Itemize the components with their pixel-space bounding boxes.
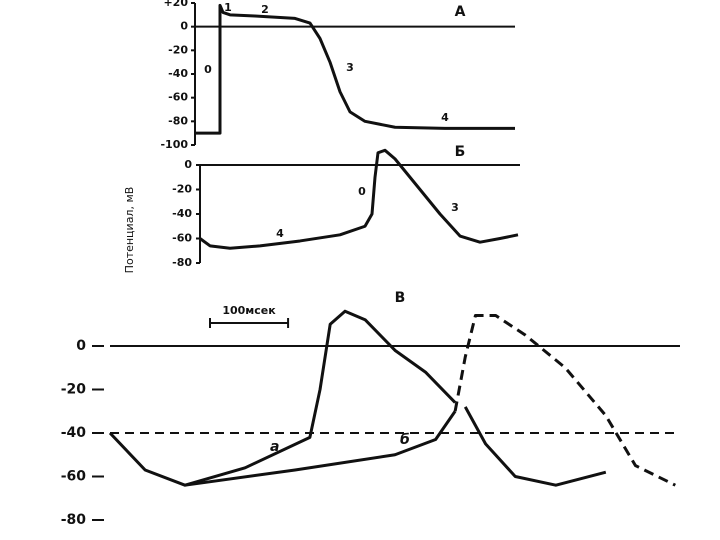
chart-title: Б — [455, 144, 466, 160]
y-tick-label: -60 — [61, 469, 87, 485]
y-tick-label: -60 — [168, 91, 188, 104]
curve-label: б — [400, 432, 410, 448]
y-tick-label: -20 — [168, 43, 188, 56]
scale-bar-label: 100мсек — [222, 304, 276, 317]
curve-label: а — [270, 439, 279, 455]
phase-label: 4 — [441, 111, 449, 124]
phase-label: 1 — [224, 1, 232, 14]
y-tick-label: -40 — [168, 67, 188, 80]
y-tick-label: -20 — [172, 183, 192, 196]
y-tick-label: -100 — [160, 138, 188, 151]
y-tick-label: -60 — [172, 232, 192, 245]
curve — [108, 309, 457, 487]
y-tick-label: 0 — [180, 20, 188, 33]
y-tick-label: 0 — [184, 158, 192, 171]
phase-label: 3 — [346, 61, 354, 74]
curve — [463, 406, 607, 487]
y-axis-label: Потенциал, мВ — [123, 187, 136, 274]
y-tick-label: -40 — [61, 425, 87, 441]
curve — [453, 314, 676, 487]
curve — [199, 148, 519, 250]
chart-title: В — [395, 290, 406, 306]
curve — [184, 410, 457, 487]
phase-label: 0 — [204, 63, 212, 76]
y-tick-label: -40 — [172, 207, 192, 220]
phase-label: 2 — [261, 3, 269, 16]
y-tick-label: -80 — [61, 512, 87, 528]
chart-title: А — [455, 4, 466, 20]
phase-label: 3 — [451, 201, 459, 214]
y-tick-label: 0 — [76, 338, 86, 354]
y-tick-label: -80 — [168, 114, 188, 127]
y-tick-label: +20 — [163, 0, 188, 9]
phase-label: 4 — [276, 227, 284, 240]
curve — [195, 3, 515, 135]
y-tick-label: -20 — [61, 382, 87, 398]
y-tick-label: -80 — [172, 256, 192, 269]
phase-label: 0 — [358, 185, 366, 198]
